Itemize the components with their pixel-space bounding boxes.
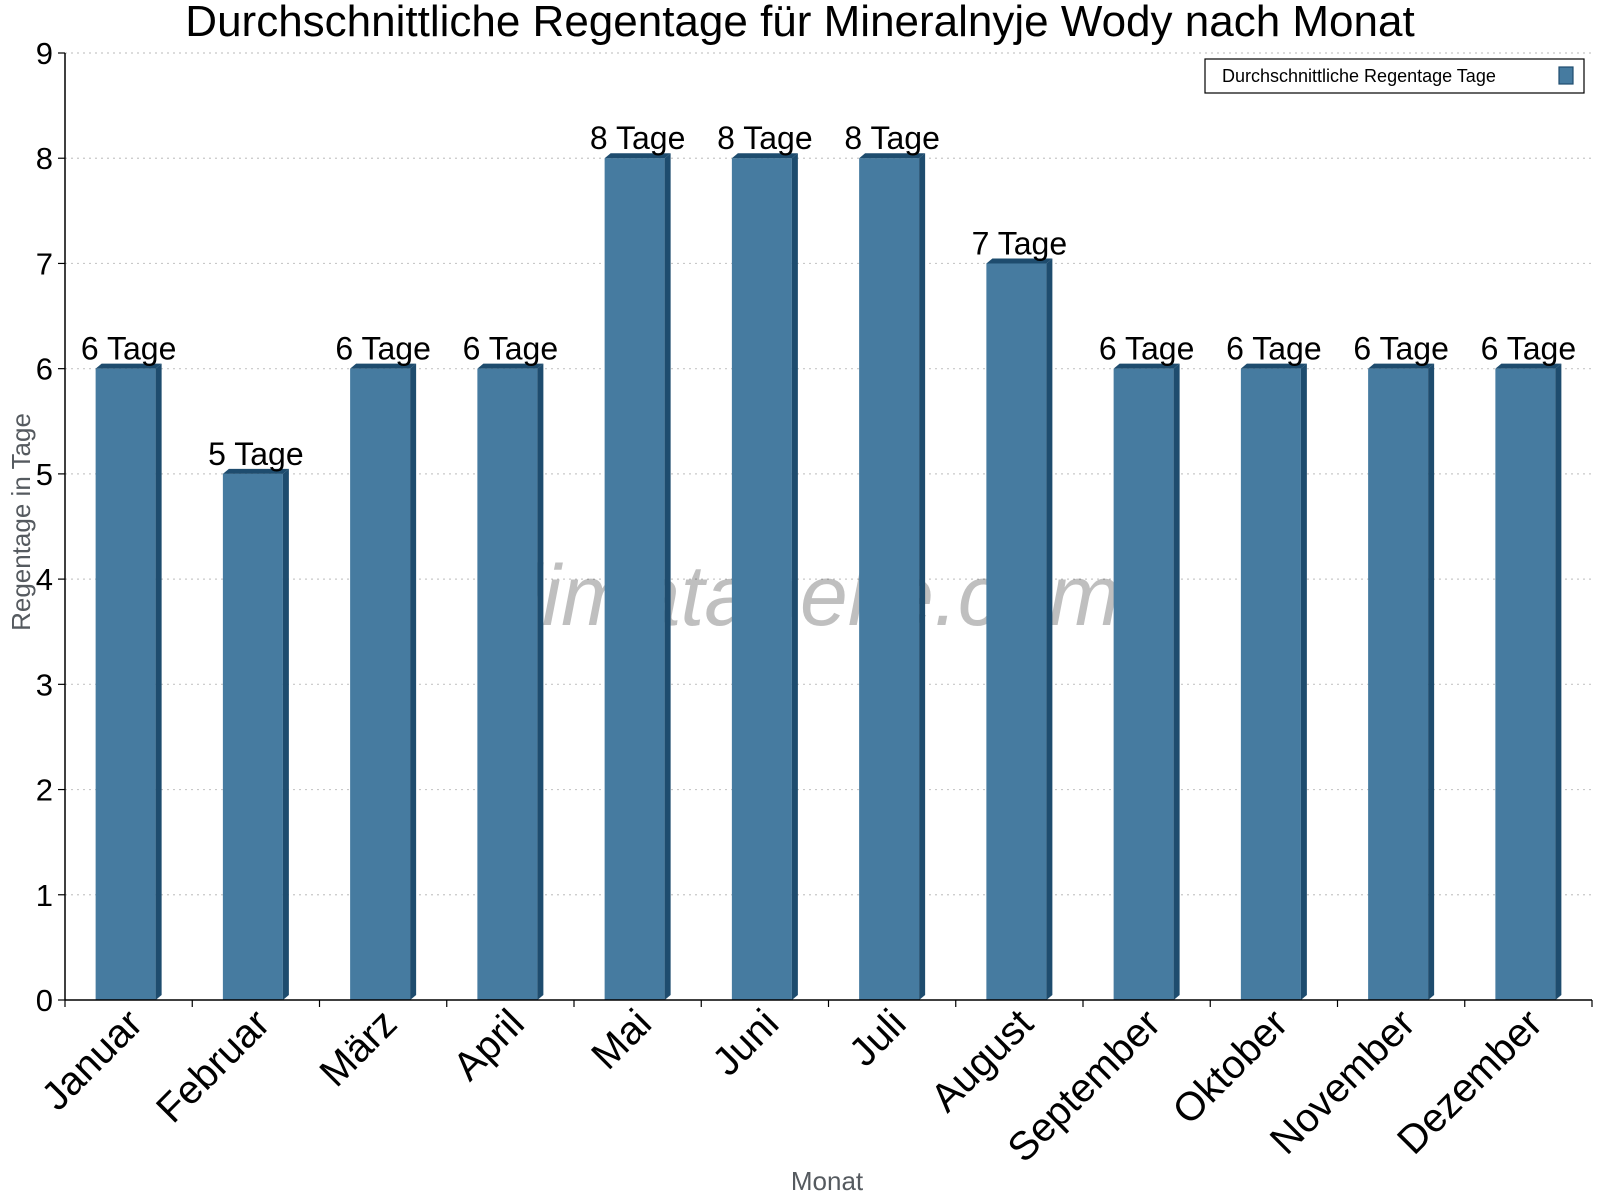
bar-top — [1113, 363, 1180, 369]
x-tick-label: Februar — [148, 1001, 278, 1131]
bar-face — [731, 158, 792, 1000]
grid-lines — [65, 52, 1592, 896]
data-label: 6 Tage — [1226, 331, 1322, 367]
bar-top — [1368, 363, 1435, 369]
x-tick-label: August — [923, 1001, 1042, 1120]
bar-top — [95, 363, 162, 369]
bar-november — [1368, 363, 1435, 1001]
bar-juni — [731, 153, 798, 1000]
bar-top — [986, 258, 1053, 264]
bar-side — [1555, 363, 1562, 1001]
bar-side — [155, 363, 162, 1001]
x-tick-label: Juni — [704, 1001, 787, 1084]
bar-top — [350, 363, 417, 369]
bar-top — [477, 363, 544, 369]
legend: Durchschnittliche Regentage Tage — [1204, 58, 1585, 94]
bar-januar — [95, 363, 162, 1001]
bar-februar — [222, 468, 289, 1000]
bar-face — [350, 368, 411, 1001]
y-tick-label: 2 — [36, 773, 53, 808]
bar-side — [1428, 363, 1435, 1001]
legend-swatch — [1558, 66, 1574, 85]
x-tick-label: Januar — [33, 1001, 151, 1119]
bar-face — [1113, 368, 1174, 1001]
bar-top — [222, 468, 289, 474]
bar-side — [537, 363, 544, 1001]
bar-oktober — [1240, 363, 1307, 1001]
bar-top — [1495, 363, 1562, 369]
axes — [58, 52, 1593, 1007]
bar-face — [1368, 368, 1429, 1001]
bar-side — [410, 363, 417, 1001]
bar-side — [664, 153, 671, 1000]
bar-face — [859, 158, 920, 1000]
y-tick-label: 0 — [36, 983, 53, 1018]
x-tick-label: Mai — [583, 1001, 660, 1078]
data-label: 8 Tage — [717, 120, 813, 156]
legend-item-label: Durchschnittliche Regentage Tage — [1222, 66, 1496, 86]
y-tick-label: 4 — [36, 562, 53, 597]
bar-top — [604, 153, 671, 159]
x-tick-label: März — [312, 1001, 406, 1095]
bar-side — [1046, 258, 1053, 1000]
y-tick-label: 1 — [36, 878, 53, 913]
data-label: 8 Tage — [844, 120, 940, 156]
bars — [95, 153, 1562, 1001]
chart-title: Durchschnittliche Regentage für Mineraln… — [185, 0, 1414, 46]
x-tick-label: Juli — [841, 1001, 915, 1075]
bar-dezember — [1495, 363, 1562, 1001]
bar-face — [222, 473, 283, 1000]
bar-side — [1300, 363, 1307, 1001]
y-axis-tick-labels: 0 1 2 3 4 5 6 7 8 9 — [36, 36, 53, 1018]
data-label: 6 Tage — [463, 331, 559, 367]
data-label: 6 Tage — [335, 331, 431, 367]
y-axis-title: Regentage in Tage — [6, 413, 36, 631]
bar-april — [477, 363, 544, 1001]
data-label: 8 Tage — [590, 120, 686, 156]
data-label: 6 Tage — [1481, 331, 1577, 367]
bar-juli — [859, 153, 926, 1000]
data-label: 5 Tage — [208, 436, 304, 472]
bar-face — [477, 368, 538, 1001]
bar-side — [1173, 363, 1180, 1001]
y-tick-label: 6 — [36, 352, 53, 387]
bar-face — [604, 158, 665, 1000]
bar-side — [919, 153, 926, 1000]
bar-side — [791, 153, 798, 1000]
bar-face — [1495, 368, 1556, 1001]
y-tick-label: 5 — [36, 457, 53, 492]
bar-september — [1113, 363, 1180, 1001]
x-tick-label: Oktober — [1165, 1001, 1297, 1133]
bar-mai — [604, 153, 671, 1000]
data-label: 6 Tage — [1099, 331, 1195, 367]
bar-side — [282, 468, 289, 1000]
data-labels: 6 Tage 5 Tage 6 Tage 6 Tage 8 Tage 8 Tage 8 Ta… — [81, 120, 1576, 472]
bar-face — [95, 368, 156, 1001]
bar-märz — [350, 363, 417, 1001]
bar-top — [731, 153, 798, 159]
data-label: 6 Tage — [81, 331, 177, 367]
bar-top — [859, 153, 926, 159]
x-axis-title: Monat — [791, 1166, 864, 1196]
bar-face — [986, 263, 1047, 1000]
data-label: 6 Tage — [1353, 331, 1449, 367]
y-tick-label: 9 — [36, 36, 53, 71]
data-label: 7 Tage — [972, 225, 1068, 261]
y-tick-label: 3 — [36, 667, 53, 702]
bar-top — [1240, 363, 1307, 369]
y-tick-label: 7 — [36, 246, 53, 281]
bar-august — [986, 258, 1053, 1000]
legend-box — [1204, 58, 1585, 94]
y-tick-label: 8 — [36, 141, 53, 176]
x-tick-label: April — [445, 1001, 533, 1089]
bar-face — [1240, 368, 1301, 1001]
